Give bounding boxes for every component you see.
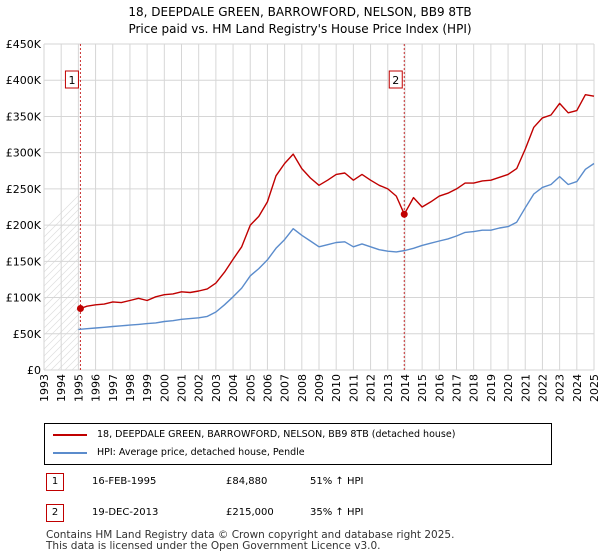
y-tick-label: £150K <box>6 255 42 268</box>
y-tick-label: £50K <box>13 328 42 341</box>
sale-price-1: £84,880 <box>226 473 267 491</box>
legend-swatch-red <box>53 434 87 436</box>
x-tick-label: 2023 <box>554 374 567 402</box>
x-tick-label: 1993 <box>38 374 51 402</box>
sale-price-2: £215,000 <box>226 504 274 522</box>
annotation-label: 2 <box>392 74 399 87</box>
footer-line-2: This data is licensed under the Open Gov… <box>46 541 454 552</box>
x-tick-label: 2015 <box>416 374 429 402</box>
y-tick-label: £400K <box>6 74 42 87</box>
y-tick-label: £100K <box>6 292 42 305</box>
x-tick-label: 2013 <box>382 374 395 402</box>
sale-badge-2: 2 <box>46 504 64 522</box>
chart-title: 18, DEEPDALE GREEN, BARROWFORD, NELSON, … <box>128 5 471 19</box>
x-tick-label: 2022 <box>536 374 549 402</box>
legend: 18, DEEPDALE GREEN, BARROWFORD, NELSON, … <box>44 423 552 465</box>
x-tick-label: 2025 <box>588 374 600 402</box>
x-tick-label: 2005 <box>244 374 257 402</box>
x-tick-label: 2006 <box>261 374 274 402</box>
x-tick-label: 2004 <box>227 374 240 402</box>
sale-point <box>77 305 84 312</box>
x-tick-label: 2003 <box>210 374 223 402</box>
x-tick-label: 1996 <box>90 374 103 402</box>
price-chart: 18, DEEPDALE GREEN, BARROWFORD, NELSON, … <box>0 0 600 420</box>
x-tick-label: 2018 <box>468 374 481 402</box>
x-tick-label: 2009 <box>313 374 326 402</box>
x-tick-label: 2002 <box>193 374 206 402</box>
x-tick-label: 2014 <box>399 374 412 402</box>
x-tick-label: 2020 <box>502 374 515 402</box>
y-tick-labels: £0£50K£100K£150K£200K£250K£300K£350K£400… <box>6 38 42 377</box>
y-tick-label: £250K <box>6 183 42 196</box>
y-tick-label: £350K <box>6 110 42 123</box>
sale-date-2: 19-DEC-2013 <box>92 504 158 522</box>
x-tick-label: 2019 <box>485 374 498 402</box>
x-tick-label: 2011 <box>347 374 360 402</box>
sale-badge-1: 1 <box>46 473 64 491</box>
x-tick-labels: 1993 1994 1995 1996 1997 1998 1999 2000 2001 2002… <box>38 374 600 402</box>
sale-date-1: 16-FEB-1995 <box>92 473 156 491</box>
footer-attribution: Contains HM Land Registry data © Crown c… <box>46 530 454 552</box>
sale-point <box>401 211 408 218</box>
y-tick-label: £200K <box>6 219 42 232</box>
x-tick-label: 2000 <box>158 374 171 402</box>
x-tick-label: 1995 <box>72 374 85 402</box>
sale-hpi-1: 51% ↑ HPI <box>310 473 363 491</box>
y-tick-label: £450K <box>6 38 42 51</box>
legend-label-property: 18, DEEPDALE GREEN, BARROWFORD, NELSON, … <box>97 429 455 440</box>
x-tick-label: 1997 <box>107 374 120 402</box>
x-tick-label: 1994 <box>55 374 68 402</box>
x-tick-label: 2024 <box>571 374 584 402</box>
legend-label-hpi: HPI: Average price, detached house, Pend… <box>97 447 305 458</box>
chart-subtitle: Price paid vs. HM Land Registry's House … <box>128 22 471 36</box>
legend-item-hpi: HPI: Average price, detached house, Pend… <box>53 445 305 461</box>
y-tick-label: £300K <box>6 147 42 160</box>
x-tick-label: 2001 <box>176 374 189 402</box>
x-tick-label: 2021 <box>519 374 532 402</box>
x-tick-label: 2017 <box>451 374 464 402</box>
x-tick-label: 2007 <box>279 374 292 402</box>
x-tick-label: 2010 <box>330 374 343 402</box>
annotation-label: 1 <box>68 74 75 87</box>
x-tick-label: 2008 <box>296 374 309 402</box>
x-tick-label: 2012 <box>365 374 378 402</box>
x-tick-label: 2016 <box>433 374 446 402</box>
x-tick-label: 1998 <box>124 374 137 402</box>
legend-swatch-blue <box>53 452 87 454</box>
legend-item-property: 18, DEEPDALE GREEN, BARROWFORD, NELSON, … <box>53 427 455 443</box>
sale-hpi-2: 35% ↑ HPI <box>310 504 363 522</box>
x-tick-label: 1999 <box>141 374 154 402</box>
